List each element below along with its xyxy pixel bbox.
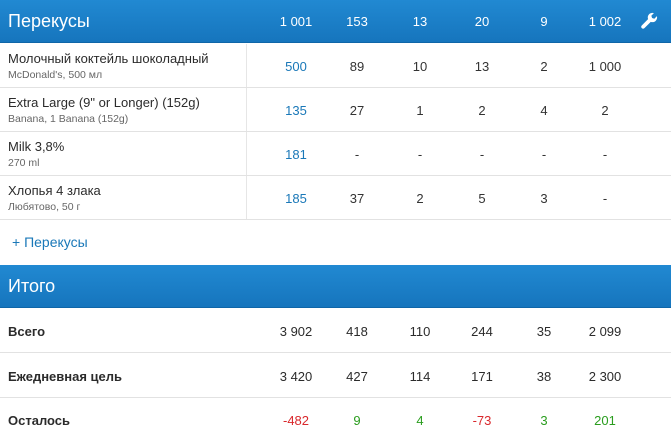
summary-col3: 114 bbox=[409, 369, 431, 384]
summary-col5: 35 bbox=[536, 324, 552, 339]
remaining-col5: 3 bbox=[540, 413, 548, 428]
food-name[interactable]: Хлопья 4 злака bbox=[8, 183, 101, 198]
summary-label: Всего bbox=[8, 324, 46, 339]
food-detail: McDonald's, 500 мл bbox=[8, 69, 103, 81]
food-calories[interactable]: 500 bbox=[285, 59, 307, 74]
food-calories[interactable]: 181 bbox=[285, 147, 307, 162]
summary-calories: 3 902 bbox=[279, 324, 313, 339]
food-detail: Banana, 1 Banana (152g) bbox=[8, 113, 129, 125]
food-row[interactable]: Молочный коктейль шоколадный McDonald's,… bbox=[0, 44, 671, 88]
column-divider bbox=[246, 176, 247, 219]
food-col5: 3 bbox=[540, 191, 548, 206]
food-col4: 2 bbox=[478, 103, 486, 118]
food-calories[interactable]: 185 bbox=[285, 191, 307, 206]
food-row[interactable]: Хлопья 4 злака Любятово, 50 г 185 37 2 5… bbox=[0, 176, 671, 220]
summary-col6: 2 099 bbox=[588, 324, 622, 339]
summary-title: Итого bbox=[8, 276, 56, 296]
remaining-col4: -73 bbox=[472, 413, 492, 428]
summary-label: Ежедневная цель bbox=[8, 369, 123, 384]
food-calories[interactable]: 135 bbox=[285, 103, 307, 118]
food-col5: 2 bbox=[540, 59, 548, 74]
food-col3: 1 bbox=[416, 103, 424, 118]
food-col6: 1 000 bbox=[588, 59, 622, 74]
summary-col6: 2 300 bbox=[588, 369, 622, 384]
snacks-total-col2: 153 bbox=[346, 14, 368, 29]
snacks-total-col6: 1 002 bbox=[588, 14, 622, 29]
summary-label: Осталось bbox=[8, 413, 71, 428]
summary-row-remaining: Осталось -482 9 4 -73 3 201 bbox=[0, 398, 671, 438]
food-col2: 27 bbox=[349, 103, 365, 118]
food-col4: 13 bbox=[474, 59, 490, 74]
summary-col5: 38 bbox=[536, 369, 552, 384]
add-snacks-link[interactable]: + Перекусы bbox=[12, 234, 88, 250]
food-col4: 5 bbox=[478, 191, 486, 206]
column-divider bbox=[246, 88, 247, 131]
snacks-total-col3: 13 bbox=[412, 14, 428, 29]
wrench-icon[interactable] bbox=[639, 11, 659, 31]
food-col5: 4 bbox=[540, 103, 548, 118]
summary-calories: 3 420 bbox=[279, 369, 313, 384]
summary-col4: 244 bbox=[471, 324, 493, 339]
remaining-col6: 201 bbox=[594, 413, 616, 428]
food-row[interactable]: Extra Large (9" or Longer) (152g) Banana… bbox=[0, 88, 671, 132]
food-col6: 2 bbox=[601, 103, 609, 118]
summary-row-daily-goal: Ежедневная цель 3 420 427 114 171 38 2 3… bbox=[0, 354, 671, 398]
column-divider bbox=[246, 132, 247, 175]
food-col2: - bbox=[354, 147, 360, 162]
snacks-total-calories: 1 001 bbox=[279, 14, 313, 29]
summary-col2: 427 bbox=[346, 369, 368, 384]
snacks-title: Перекусы bbox=[8, 11, 90, 31]
food-col4: - bbox=[479, 147, 485, 162]
food-name[interactable]: Milk 3,8% bbox=[8, 139, 65, 154]
remaining-col3: 4 bbox=[416, 413, 424, 428]
food-detail: 270 ml bbox=[8, 157, 40, 169]
summary-row-total: Всего 3 902 418 110 244 35 2 099 bbox=[0, 309, 671, 353]
snacks-total-col5: 9 bbox=[540, 14, 548, 29]
food-detail: Любятово, 50 г bbox=[8, 201, 81, 213]
remaining-calories: -482 bbox=[282, 413, 310, 428]
food-name[interactable]: Extra Large (9" or Longer) (152g) bbox=[8, 95, 200, 110]
summary-col2: 418 bbox=[346, 324, 368, 339]
food-col3: 2 bbox=[416, 191, 424, 206]
snacks-total-col4: 20 bbox=[474, 14, 490, 29]
snacks-header: Перекусы 1 001 153 13 20 9 1 002 bbox=[0, 0, 671, 43]
food-col2: 37 bbox=[349, 191, 365, 206]
food-col3: - bbox=[417, 147, 423, 162]
food-col3: 10 bbox=[412, 59, 428, 74]
summary-header: Итого bbox=[0, 265, 671, 308]
column-divider bbox=[246, 44, 247, 87]
summary-col4: 171 bbox=[471, 369, 493, 384]
food-col6: - bbox=[602, 147, 608, 162]
food-col6: - bbox=[602, 191, 608, 206]
remaining-col2: 9 bbox=[353, 413, 361, 428]
food-name[interactable]: Молочный коктейль шоколадный bbox=[8, 51, 209, 66]
food-col2: 89 bbox=[349, 59, 365, 74]
food-col5: - bbox=[541, 147, 547, 162]
food-row[interactable]: Milk 3,8% 270 ml 181 - - - - - bbox=[0, 132, 671, 176]
summary-col3: 110 bbox=[409, 324, 431, 339]
